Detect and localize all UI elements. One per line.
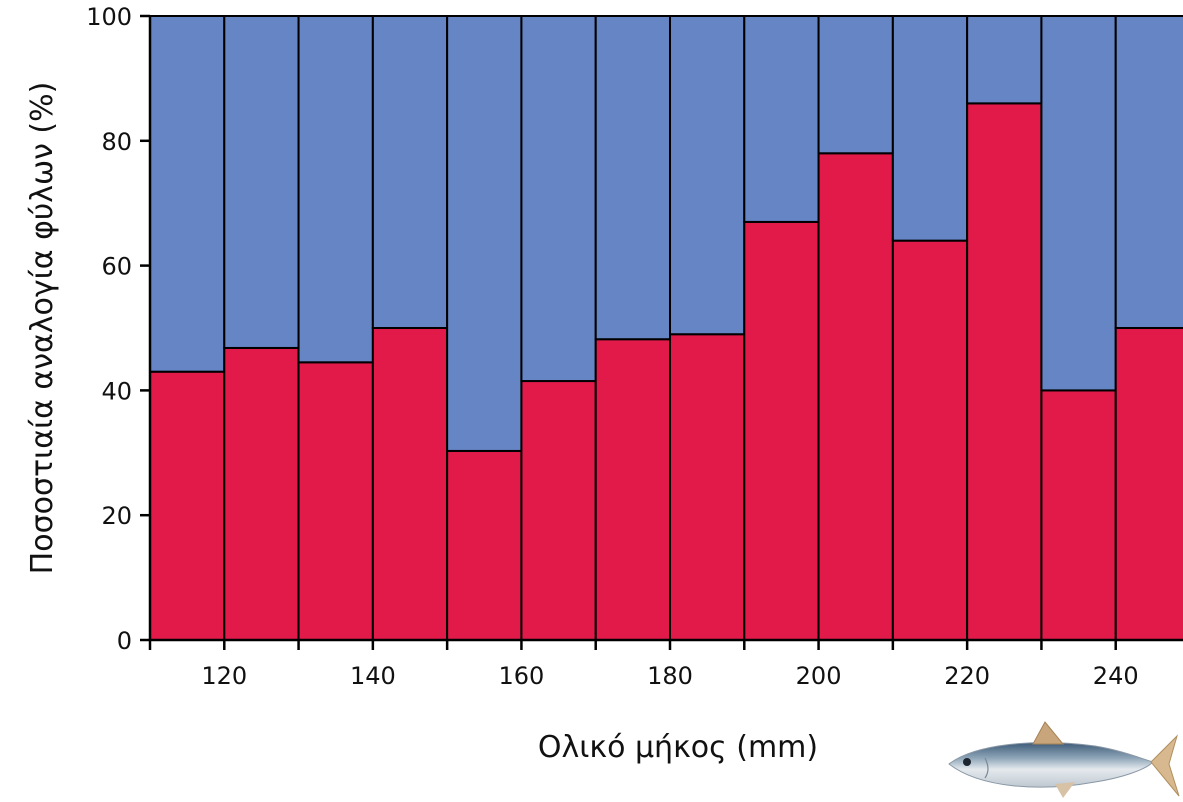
tick-labels-group: 0 20 40 60 80 100 120 140 160 180 200 220 240 — [86, 3, 1138, 690]
y-tick-label-60: 60 — [101, 253, 132, 281]
bar-series-1-160 — [520, 15, 597, 383]
y-tick-label-80: 80 — [101, 128, 132, 156]
bar-series-0-200 — [817, 152, 894, 641]
bar-series-0-210 — [891, 239, 969, 641]
bar-series-0-220 — [966, 102, 1043, 642]
x-tick-label-180: 180 — [647, 662, 693, 690]
bar-series-1-170 — [594, 15, 672, 341]
bar-series-0-240 — [1114, 327, 1183, 641]
bar-series-1-180 — [669, 15, 746, 336]
bar-series-1-190 — [743, 15, 820, 223]
bar-series-0-140 — [371, 327, 449, 641]
bar-series-1-120 — [223, 15, 300, 349]
bar-series-0-120 — [223, 346, 300, 641]
y-tick-label-20: 20 — [101, 502, 132, 530]
bar-series-0-170 — [594, 338, 672, 641]
bar-series-1-210 — [891, 15, 969, 242]
x-tick-label-120: 120 — [201, 662, 247, 690]
bar-series-1-110 — [149, 15, 226, 373]
axes-group — [140, 14, 1183, 650]
x-tick-label-160: 160 — [499, 662, 545, 690]
bar-series-0-150 — [446, 449, 523, 642]
bar-series-1-220 — [966, 15, 1043, 105]
bar-series-1-200 — [817, 15, 894, 155]
bar-series-0-180 — [669, 333, 746, 641]
bars-group — [149, 15, 1183, 642]
bar-series-1-130 — [297, 15, 374, 364]
x-tick-label-200: 200 — [796, 662, 842, 690]
bar-series-0-160 — [520, 380, 597, 641]
bar-series-0-230 — [1040, 389, 1117, 641]
y-axis-title: Ποσοστιαία αναλογία φύλων (%) — [25, 82, 60, 575]
bar-series-1-150 — [446, 15, 523, 452]
x-axis-title: Ολικό μήκος (mm) — [538, 730, 818, 765]
y-tick-label-0: 0 — [117, 627, 132, 655]
bar-series-1-140 — [371, 15, 449, 329]
sardine-fish-icon — [948, 721, 1180, 798]
bar-series-0-110 — [149, 370, 226, 641]
x-tick-label-240: 240 — [1093, 662, 1139, 690]
y-tick-label-40: 40 — [101, 377, 132, 405]
bar-series-0-130 — [297, 361, 374, 641]
bar-series-0-190 — [743, 220, 820, 641]
x-tick-label-140: 140 — [350, 662, 396, 690]
bar-series-1-240 — [1114, 15, 1183, 329]
y-tick-label-100: 100 — [86, 3, 132, 31]
x-tick-label-220: 220 — [944, 662, 990, 690]
bar-series-1-230 — [1040, 15, 1117, 392]
